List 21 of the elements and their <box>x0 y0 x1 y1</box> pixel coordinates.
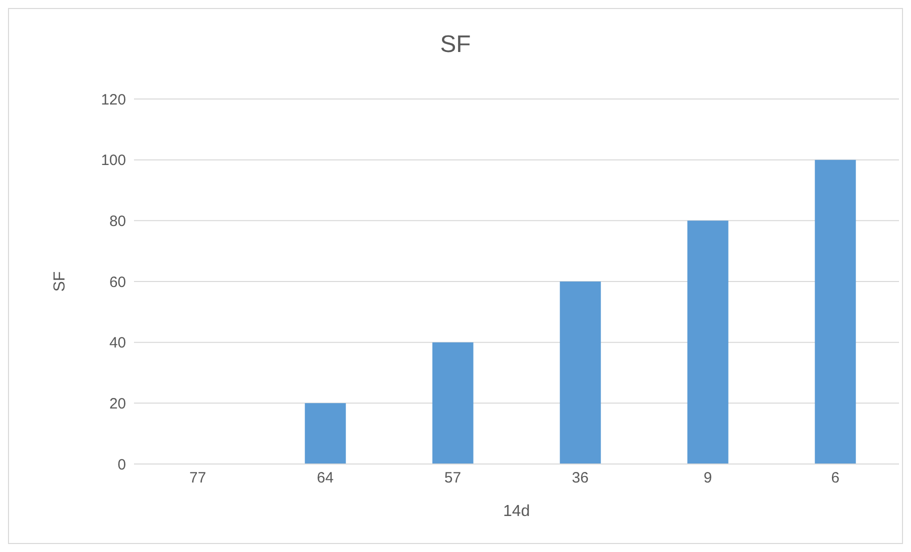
x-tick-label: 6 <box>831 470 840 487</box>
x-tick-label: 64 <box>316 470 334 487</box>
x-axis-title: 14d <box>503 503 530 520</box>
y-tick-label: 40 <box>109 334 126 352</box>
y-tick-label: 0 <box>118 456 126 474</box>
bar <box>560 282 601 464</box>
y-axis-title: SF <box>52 271 69 292</box>
bar <box>432 342 474 464</box>
bar <box>814 160 856 464</box>
y-tick-label: 120 <box>100 91 126 108</box>
x-tick-label: 57 <box>444 470 462 487</box>
bar <box>687 220 728 464</box>
bar <box>304 403 346 464</box>
x-tick-label: 77 <box>189 470 206 487</box>
y-tick-label: 20 <box>109 395 126 412</box>
x-tick-label: 36 <box>572 470 589 487</box>
y-tick-label: 100 <box>100 152 126 170</box>
y-tick-label: 80 <box>109 212 126 230</box>
chart-title: SF <box>439 31 472 59</box>
y-tick-label: 60 <box>109 274 126 291</box>
x-tick-label: 9 <box>704 470 712 487</box>
